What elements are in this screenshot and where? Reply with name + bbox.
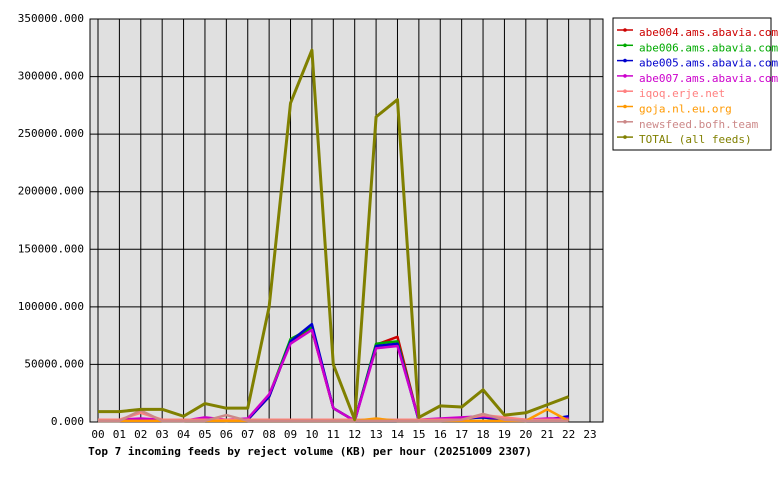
series-line — [98, 409, 569, 423]
y-tick-label: 300000.000 — [18, 70, 84, 83]
y-tick-label: 100000.000 — [18, 300, 84, 313]
legend-marker — [623, 58, 627, 63]
legend-label: abe005.ams.abavia.com — [639, 57, 778, 70]
x-tick-label: 16 — [434, 428, 447, 441]
legend-marker — [623, 89, 627, 93]
x-tick-label: 01 — [113, 428, 126, 441]
x-tick-label: 21 — [541, 428, 554, 441]
x-tick-label: 07 — [241, 428, 254, 441]
legend-marker — [623, 28, 627, 32]
x-tick-label: 03 — [156, 428, 169, 441]
x-tick-label: 15 — [412, 428, 425, 441]
plot-area — [89, 18, 604, 423]
y-tick-label: 350000.000 — [18, 12, 84, 25]
legend-box — [612, 17, 772, 151]
legend-label: newsfeed.bofh.team — [639, 118, 759, 131]
legend-label: TOTAL (all feeds) — [639, 133, 752, 146]
legend-marker — [623, 43, 627, 48]
x-tick-label: 17 — [455, 428, 468, 441]
legend-label: abe004.ams.abavia.com — [639, 26, 778, 39]
x-tick-label: 02 — [134, 428, 147, 441]
x-tick-label: 19 — [498, 428, 511, 441]
legend-marker — [623, 135, 627, 139]
x-tick-label: 06 — [220, 428, 233, 441]
legend-label: abe007.ams.abavia.com — [639, 72, 778, 85]
x-tick-label: 13 — [369, 428, 382, 441]
x-tick-label: 09 — [284, 428, 297, 441]
legend-label: iqoq.erje.net — [639, 87, 725, 100]
legend-marker — [623, 120, 627, 124]
legend-label: goja.nl.eu.org — [639, 103, 732, 116]
chart-title: Top 7 incoming feeds by reject volume (K… — [88, 445, 532, 458]
x-tick-label: 08 — [263, 428, 276, 441]
x-tick-label: 00 — [91, 428, 104, 441]
legend-marker — [623, 74, 627, 78]
x-tick-label: 14 — [391, 428, 405, 441]
legend-marker — [623, 104, 627, 109]
series-line — [98, 48, 570, 422]
x-tick-label: 12 — [348, 428, 361, 441]
x-tick-label: 04 — [177, 428, 191, 441]
y-tick-label: 0.000 — [51, 415, 84, 428]
x-tick-label: 23 — [583, 428, 596, 441]
y-tick-label: 50000.000 — [24, 357, 84, 370]
y-tick-label: 150000.000 — [18, 242, 84, 255]
x-tick-label: 10 — [305, 428, 318, 441]
y-tick-label: 200000.000 — [18, 185, 84, 198]
x-tick-label: 22 — [562, 428, 575, 441]
legend-label: abe006.ams.abavia.com — [639, 41, 778, 54]
y-tick-label: 250000.000 — [18, 127, 84, 140]
x-tick-label: 20 — [519, 428, 532, 441]
x-tick-label: 05 — [198, 428, 211, 441]
x-tick-label: 11 — [327, 428, 340, 441]
x-tick-label: 18 — [476, 428, 489, 441]
